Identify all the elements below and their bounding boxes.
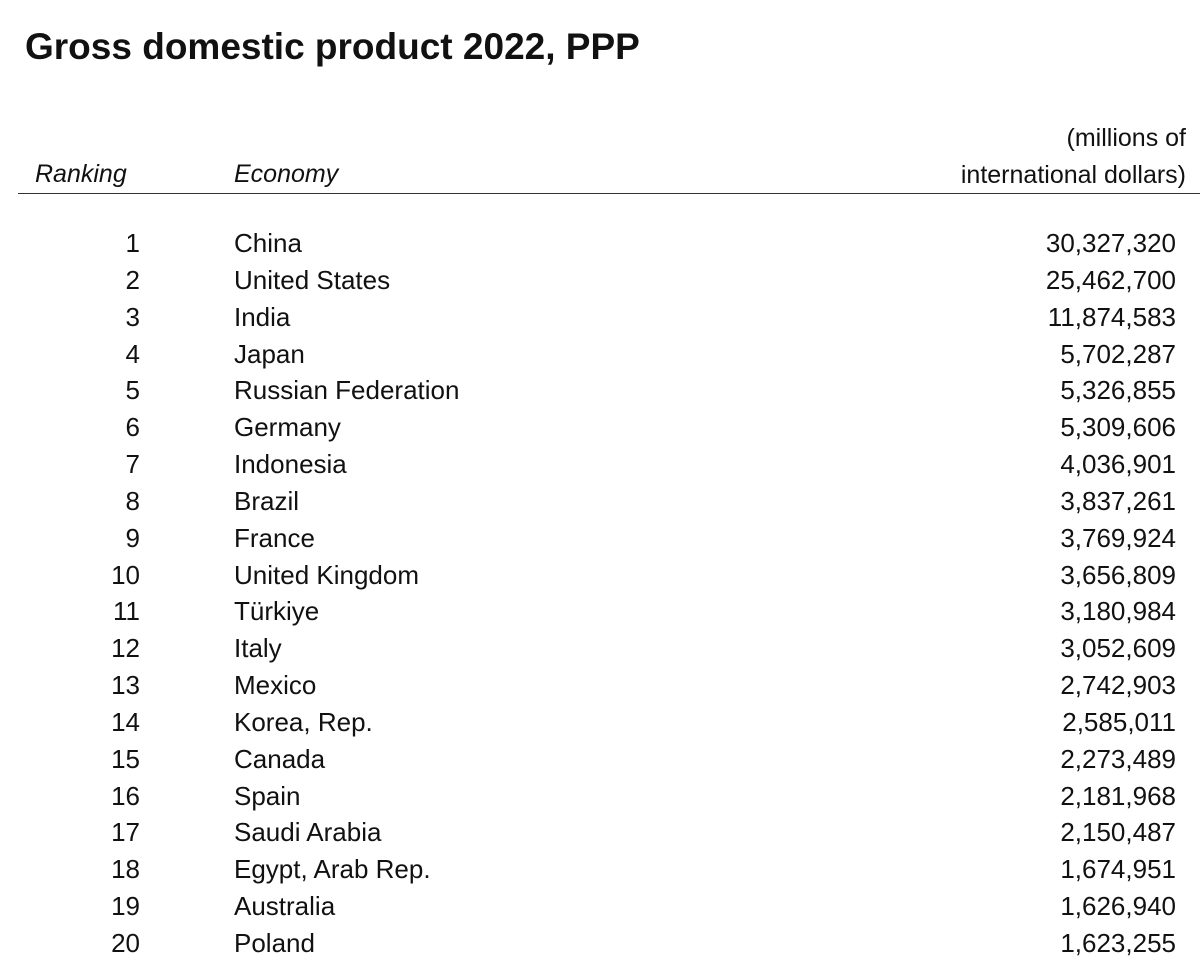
gdp-value: 1,674,951 (1060, 854, 1176, 885)
economy-header: Economy (234, 160, 339, 188)
economy: Spain (234, 780, 301, 811)
rank: 17 (111, 817, 140, 848)
rank: 19 (111, 891, 140, 922)
rank: 9 (125, 522, 140, 553)
gdp-value: 4,036,901 (1060, 449, 1176, 480)
economy: Türkiye (234, 596, 320, 627)
rank: 10 (111, 559, 140, 590)
gdp-value: 2,150,487 (1060, 817, 1176, 848)
gdp-value: 30,327,320 (1045, 228, 1176, 258)
gdp-value: 1,626,940 (1060, 891, 1176, 922)
economy: Saudi Arabia (234, 817, 382, 848)
rank: 12 (111, 633, 140, 664)
rank: 18 (111, 854, 140, 885)
gdp-value: 1,623,255 (1060, 927, 1176, 958)
economy: Brazil (234, 485, 300, 516)
economy: France (234, 522, 315, 553)
rank: 7 (125, 449, 140, 480)
economy: Poland (234, 927, 315, 958)
economy: United Kingdom (234, 559, 419, 590)
gdp-value: 3,837,261 (1060, 485, 1176, 516)
gdp-value: 3,656,809 (1060, 559, 1176, 590)
economy: India (234, 301, 291, 332)
gdp-value: 2,181,968 (1060, 780, 1176, 811)
economy: Russian Federation (234, 375, 460, 406)
rank: 14 (111, 706, 140, 737)
gdp-value: 5,702,287 (1060, 338, 1176, 369)
rank: 8 (125, 485, 140, 516)
ranking-header: Ranking (35, 160, 127, 188)
economy: Germany (234, 412, 341, 443)
value-header: (millions of (1066, 124, 1186, 152)
economy: China (234, 228, 302, 258)
economy: Korea, Rep. (234, 706, 373, 737)
economy: Canada (234, 743, 326, 774)
gdp-value: 5,326,855 (1060, 375, 1176, 406)
gdp-value: 3,180,984 (1060, 596, 1176, 627)
rank: 4 (125, 338, 140, 369)
rank: 1 (125, 228, 140, 258)
rank: 11 (113, 596, 140, 627)
economy: Australia (234, 891, 336, 922)
gdp-value: 2,273,489 (1060, 743, 1176, 774)
rank: 20 (111, 927, 140, 958)
economy: Egypt, Arab Rep. (234, 854, 431, 885)
gdp-value: 5,309,606 (1060, 412, 1176, 443)
economy: Italy (234, 633, 282, 664)
economy: Mexico (234, 670, 317, 701)
rank: 16 (111, 780, 140, 811)
gdp-value: 2,742,903 (1060, 670, 1176, 701)
gdp-value: 2,585,011 (1062, 706, 1176, 737)
rank: 13 (111, 670, 140, 701)
gdp-value: 3,052,609 (1060, 633, 1176, 664)
rank: 6 (125, 412, 140, 443)
rank: 3 (125, 301, 140, 332)
rank: 15 (111, 743, 140, 774)
gdp-value: 3,769,924 (1060, 522, 1176, 553)
gdp-value: 25,462,700 (1045, 264, 1176, 295)
rank: 2 (125, 264, 140, 295)
header-rule (18, 193, 1200, 194)
value-header: international dollars) (960, 161, 1186, 189)
rank: 5 (125, 375, 140, 406)
economy: United States (234, 264, 391, 295)
economy: Japan (234, 338, 305, 369)
economy: Indonesia (234, 449, 347, 480)
title: Gross domestic product 2022, PPP (25, 26, 640, 67)
gdp-value: 11,874,583 (1047, 301, 1176, 332)
